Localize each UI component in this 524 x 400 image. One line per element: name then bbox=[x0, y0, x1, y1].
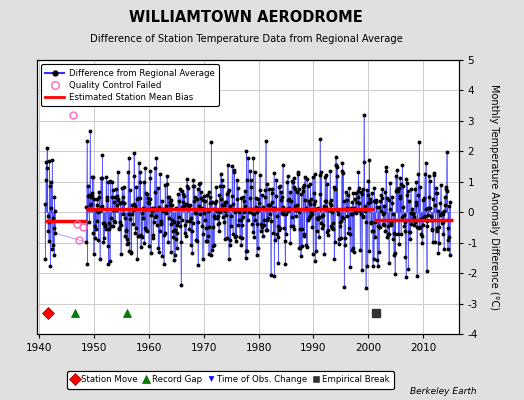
Y-axis label: Monthly Temperature Anomaly Difference (°C): Monthly Temperature Anomaly Difference (… bbox=[489, 84, 499, 310]
Legend: Station Move, Record Gap, Time of Obs. Change, Empirical Break: Station Move, Record Gap, Time of Obs. C… bbox=[68, 371, 394, 389]
Text: Berkeley Earth: Berkeley Earth bbox=[410, 387, 477, 396]
Text: WILLIAMTOWN AERODROME: WILLIAMTOWN AERODROME bbox=[129, 10, 363, 25]
Text: Difference of Station Temperature Data from Regional Average: Difference of Station Temperature Data f… bbox=[90, 34, 403, 44]
